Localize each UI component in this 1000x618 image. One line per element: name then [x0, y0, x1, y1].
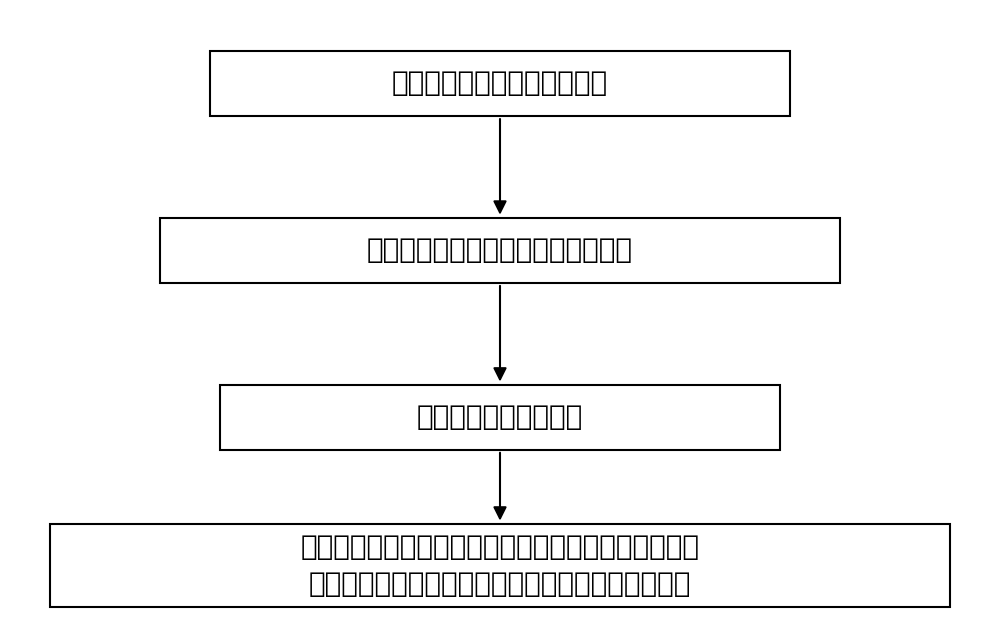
Text: 在支架表面电沉积磁性电镀层: 在支架表面电沉积磁性电镀层: [392, 69, 608, 98]
Bar: [210, 51, 790, 116]
Bar: [50, 523, 950, 607]
Text: 将支架设置到治疗部位: 将支架设置到治疗部位: [417, 403, 583, 431]
Bar: [160, 218, 840, 283]
Text: 将涂层和活性药物施加于支架外表面: 将涂层和活性药物施加于支架外表面: [367, 236, 633, 265]
Text: 在治疗有效时间范围内，装载活性药物的磁性纳米粒子
在外加磁场作用下，输送至体内，被支架内表面捕获: 在治疗有效时间范围内，装载活性药物的磁性纳米粒子 在外加磁场作用下，输送至体内，…: [300, 533, 700, 598]
Bar: [220, 384, 780, 450]
